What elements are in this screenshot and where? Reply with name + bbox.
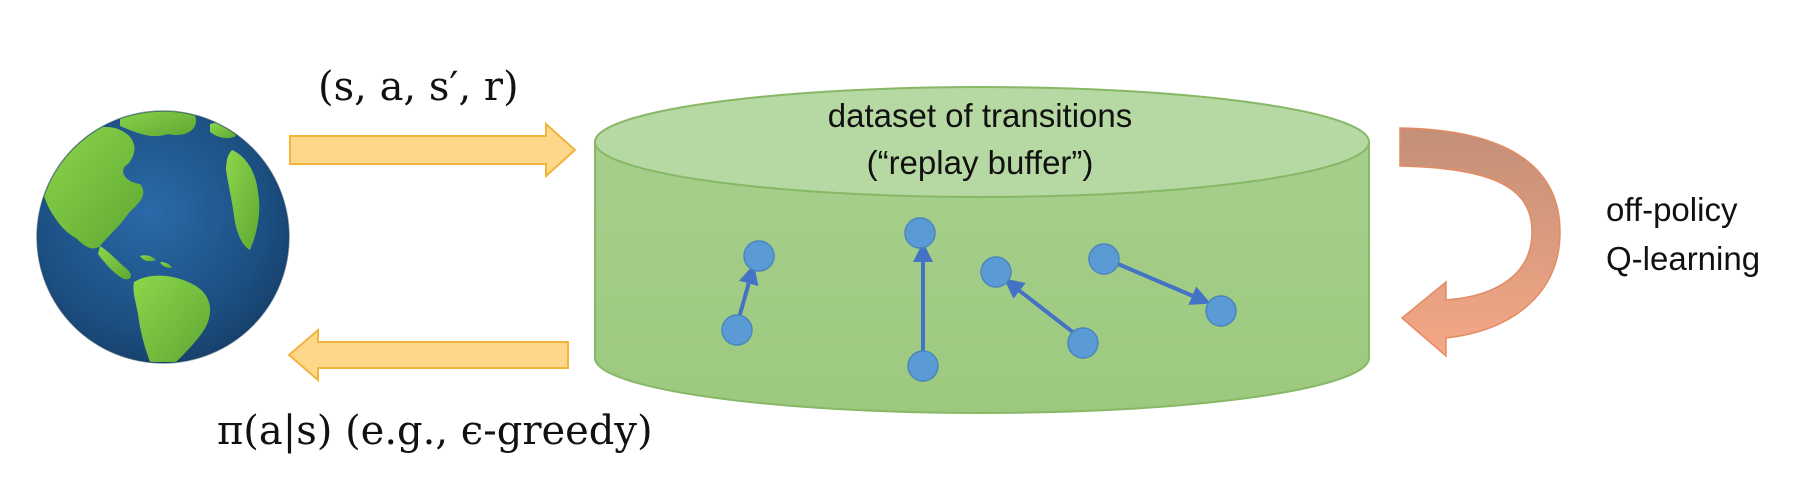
state-node: [904, 217, 936, 249]
transition-tuple-label: (s, a, s′, r): [318, 64, 519, 110]
transition-edge-4: [1117, 262, 1211, 305]
curved-arrow-icon: [1399, 127, 1561, 358]
side-label-line2: Q-learning: [1606, 240, 1760, 277]
state-node: [907, 350, 939, 382]
transition-edge-1: [737, 264, 759, 319]
state-node: [1205, 295, 1237, 327]
policy-label: π(a|s) (e.g., ϵ-greedy): [217, 408, 653, 454]
state-node: [721, 314, 753, 346]
state-node: [743, 240, 775, 272]
arrow-left-icon: [287, 327, 569, 383]
globe-icon: [36, 110, 290, 364]
state-node: [1088, 243, 1120, 275]
transition-edge-3: [1003, 278, 1076, 335]
arrow-right-icon: [289, 121, 577, 179]
buffer-title-line2: (“replay buffer”): [867, 144, 1094, 181]
buffer-title-line1: dataset of transitions: [828, 97, 1133, 134]
transition-edges: [737, 242, 1211, 355]
cylinder-icon: [594, 86, 1370, 414]
transition-nodes: [721, 217, 1237, 382]
side-label-line1: off-policy: [1606, 191, 1738, 228]
state-node: [980, 256, 1012, 288]
state-node: [1067, 327, 1099, 359]
